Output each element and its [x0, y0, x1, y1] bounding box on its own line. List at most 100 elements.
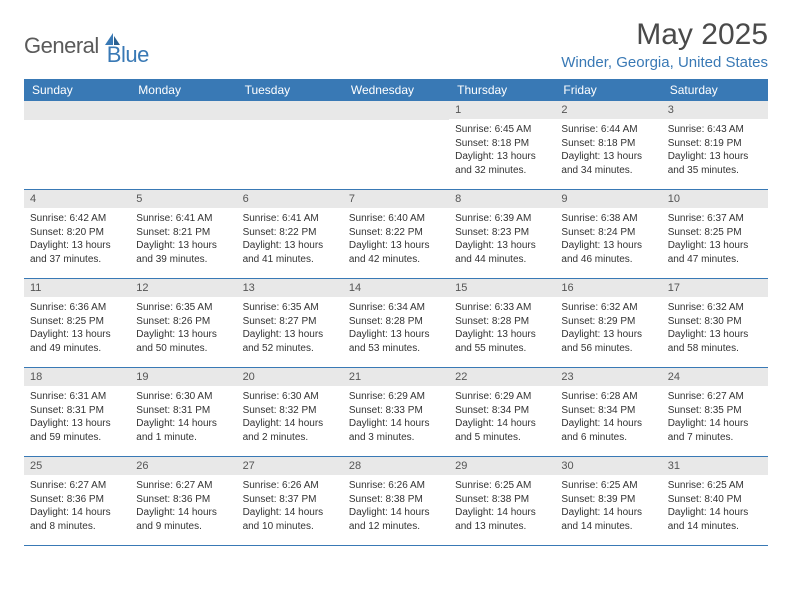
detail-line: Sunrise: 6:35 AM	[136, 301, 230, 315]
day-number: 17	[662, 279, 768, 297]
title-block: May 2025 Winder, Georgia, United States	[561, 18, 768, 71]
detail-line: Sunrise: 6:26 AM	[243, 479, 337, 493]
detail-line: Sunrise: 6:25 AM	[668, 479, 762, 493]
day-number	[237, 101, 343, 120]
detail-line: Sunset: 8:18 PM	[455, 137, 549, 151]
detail-line: Daylight: 14 hours	[349, 417, 443, 431]
detail-line: Daylight: 14 hours	[349, 506, 443, 520]
detail-line: and 47 minutes.	[668, 253, 762, 267]
detail-line: Sunrise: 6:27 AM	[668, 390, 762, 404]
detail-line: Sunrise: 6:25 AM	[561, 479, 655, 493]
detail-line: Sunrise: 6:37 AM	[668, 212, 762, 226]
detail-line: and 59 minutes.	[30, 431, 124, 445]
day-number: 15	[449, 279, 555, 297]
day-details: Sunrise: 6:33 AMSunset: 8:28 PMDaylight:…	[449, 297, 555, 361]
detail-line: Daylight: 13 hours	[668, 328, 762, 342]
detail-line: Sunset: 8:21 PM	[136, 226, 230, 240]
day-cell	[237, 101, 343, 189]
day-number: 31	[662, 457, 768, 475]
detail-line: Sunrise: 6:35 AM	[243, 301, 337, 315]
detail-line: Daylight: 13 hours	[136, 239, 230, 253]
detail-line: Daylight: 13 hours	[561, 328, 655, 342]
day-number: 3	[662, 101, 768, 119]
day-details: Sunrise: 6:27 AMSunset: 8:35 PMDaylight:…	[662, 386, 768, 450]
detail-line: Sunset: 8:38 PM	[455, 493, 549, 507]
day-number: 6	[237, 190, 343, 208]
detail-line: and 32 minutes.	[455, 164, 549, 178]
day-details: Sunrise: 6:25 AMSunset: 8:39 PMDaylight:…	[555, 475, 661, 539]
detail-line: and 41 minutes.	[243, 253, 337, 267]
week-row: 1Sunrise: 6:45 AMSunset: 8:18 PMDaylight…	[24, 101, 768, 190]
day-cell	[130, 101, 236, 189]
day-details: Sunrise: 6:39 AMSunset: 8:23 PMDaylight:…	[449, 208, 555, 272]
day-number: 8	[449, 190, 555, 208]
detail-line: Daylight: 13 hours	[668, 239, 762, 253]
calendar: SundayMondayTuesdayWednesdayThursdayFrid…	[24, 79, 768, 546]
day-details: Sunrise: 6:36 AMSunset: 8:25 PMDaylight:…	[24, 297, 130, 361]
day-cell: 24Sunrise: 6:27 AMSunset: 8:35 PMDayligh…	[662, 368, 768, 456]
day-number: 28	[343, 457, 449, 475]
detail-line: and 14 minutes.	[668, 520, 762, 534]
detail-line: Sunrise: 6:29 AM	[349, 390, 443, 404]
detail-line: Sunset: 8:35 PM	[668, 404, 762, 418]
weeks-container: 1Sunrise: 6:45 AMSunset: 8:18 PMDaylight…	[24, 101, 768, 546]
detail-line: Sunset: 8:34 PM	[561, 404, 655, 418]
detail-line: Sunset: 8:30 PM	[668, 315, 762, 329]
day-details: Sunrise: 6:25 AMSunset: 8:38 PMDaylight:…	[449, 475, 555, 539]
detail-line: and 7 minutes.	[668, 431, 762, 445]
detail-line: Sunset: 8:22 PM	[243, 226, 337, 240]
detail-line: Sunset: 8:25 PM	[30, 315, 124, 329]
day-cell: 15Sunrise: 6:33 AMSunset: 8:28 PMDayligh…	[449, 279, 555, 367]
detail-line: Daylight: 13 hours	[668, 150, 762, 164]
detail-line: Sunset: 8:33 PM	[349, 404, 443, 418]
day-details: Sunrise: 6:31 AMSunset: 8:31 PMDaylight:…	[24, 386, 130, 450]
day-number: 14	[343, 279, 449, 297]
day-cell: 16Sunrise: 6:32 AMSunset: 8:29 PMDayligh…	[555, 279, 661, 367]
detail-line: Sunset: 8:37 PM	[243, 493, 337, 507]
day-cell: 3Sunrise: 6:43 AMSunset: 8:19 PMDaylight…	[662, 101, 768, 189]
detail-line: and 37 minutes.	[30, 253, 124, 267]
day-cell: 17Sunrise: 6:32 AMSunset: 8:30 PMDayligh…	[662, 279, 768, 367]
day-details: Sunrise: 6:38 AMSunset: 8:24 PMDaylight:…	[555, 208, 661, 272]
day-cell: 23Sunrise: 6:28 AMSunset: 8:34 PMDayligh…	[555, 368, 661, 456]
day-details: Sunrise: 6:27 AMSunset: 8:36 PMDaylight:…	[24, 475, 130, 539]
day-number: 24	[662, 368, 768, 386]
detail-line: Sunset: 8:26 PM	[136, 315, 230, 329]
day-number: 5	[130, 190, 236, 208]
detail-line: and 3 minutes.	[349, 431, 443, 445]
detail-line: Sunrise: 6:34 AM	[349, 301, 443, 315]
detail-line: Sunset: 8:28 PM	[349, 315, 443, 329]
day-cell: 4Sunrise: 6:42 AMSunset: 8:20 PMDaylight…	[24, 190, 130, 278]
detail-line: and 39 minutes.	[136, 253, 230, 267]
detail-line: Daylight: 14 hours	[668, 506, 762, 520]
detail-line: and 8 minutes.	[30, 520, 124, 534]
detail-line: Sunrise: 6:44 AM	[561, 123, 655, 137]
day-number: 10	[662, 190, 768, 208]
detail-line: Sunset: 8:32 PM	[243, 404, 337, 418]
day-cell: 21Sunrise: 6:29 AMSunset: 8:33 PMDayligh…	[343, 368, 449, 456]
detail-line: Sunrise: 6:40 AM	[349, 212, 443, 226]
detail-line: Sunset: 8:36 PM	[30, 493, 124, 507]
detail-line: Sunrise: 6:28 AM	[561, 390, 655, 404]
detail-line: Daylight: 14 hours	[455, 506, 549, 520]
day-cell: 1Sunrise: 6:45 AMSunset: 8:18 PMDaylight…	[449, 101, 555, 189]
detail-line: and 56 minutes.	[561, 342, 655, 356]
day-cell: 11Sunrise: 6:36 AMSunset: 8:25 PMDayligh…	[24, 279, 130, 367]
detail-line: and 44 minutes.	[455, 253, 549, 267]
day-cell: 19Sunrise: 6:30 AMSunset: 8:31 PMDayligh…	[130, 368, 236, 456]
day-number: 12	[130, 279, 236, 297]
detail-line: Sunrise: 6:26 AM	[349, 479, 443, 493]
detail-line: Daylight: 14 hours	[561, 506, 655, 520]
day-details: Sunrise: 6:26 AMSunset: 8:38 PMDaylight:…	[343, 475, 449, 539]
detail-line: Sunset: 8:23 PM	[455, 226, 549, 240]
detail-line: Daylight: 13 hours	[30, 239, 124, 253]
detail-line: and 53 minutes.	[349, 342, 443, 356]
detail-line: Sunrise: 6:30 AM	[136, 390, 230, 404]
detail-line: and 10 minutes.	[243, 520, 337, 534]
day-cell: 10Sunrise: 6:37 AMSunset: 8:25 PMDayligh…	[662, 190, 768, 278]
week-row: 11Sunrise: 6:36 AMSunset: 8:25 PMDayligh…	[24, 279, 768, 368]
day-header: Monday	[130, 79, 236, 101]
day-number: 18	[24, 368, 130, 386]
detail-line: Sunrise: 6:25 AM	[455, 479, 549, 493]
logo-text-general: General	[24, 33, 99, 59]
